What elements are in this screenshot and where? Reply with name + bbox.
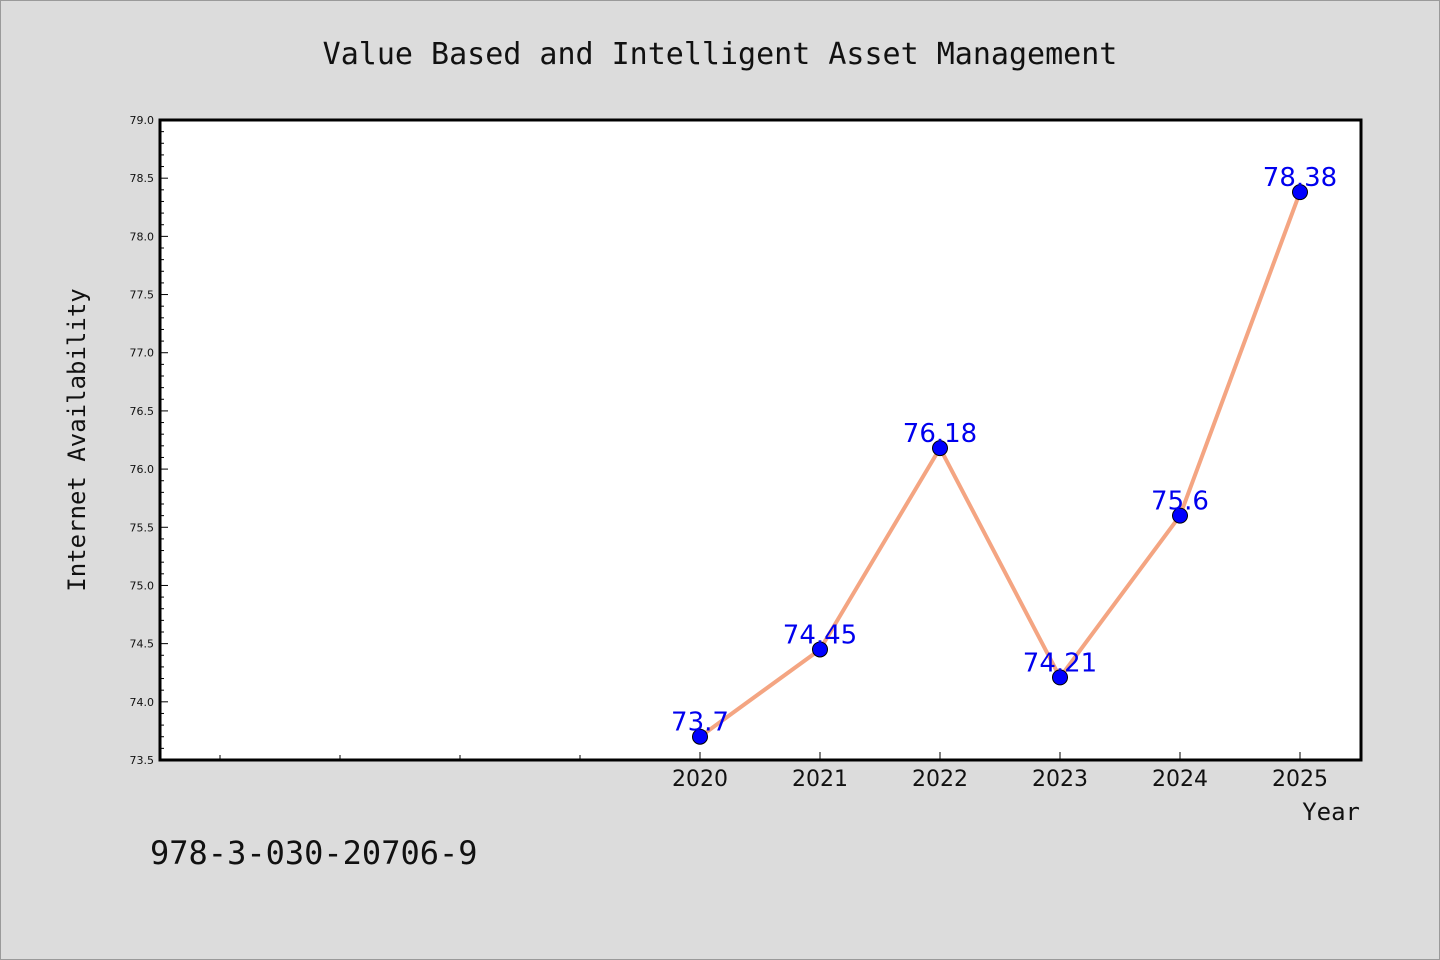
data-label: 74.45 <box>783 620 857 650</box>
x-tick-label: 2020 <box>672 767 728 792</box>
data-point <box>1292 184 1308 201</box>
y-tick-label: 73.5 <box>130 754 155 767</box>
y-axis-label: Internet Availability <box>63 288 91 591</box>
data-label: 78.38 <box>1263 163 1337 193</box>
isbn-text: 978-3-030-20706-9 <box>150 834 478 872</box>
x-tick-label: 2025 <box>1272 767 1328 792</box>
y-tick-label: 76.0 <box>130 463 155 476</box>
x-axis-label: Year <box>1302 798 1360 826</box>
data-point <box>1052 669 1068 686</box>
x-tick-label: 2024 <box>1152 767 1208 792</box>
x-tick-label: 2022 <box>912 767 968 792</box>
y-tick-label: 79.0 <box>130 114 155 127</box>
plot-area <box>158 118 1363 762</box>
x-tick-label: 2023 <box>1032 767 1088 792</box>
y-tick-label: 75.5 <box>130 521 155 534</box>
data-label: 76.18 <box>903 419 977 449</box>
y-tick-label: 78.5 <box>130 172 155 185</box>
y-axis: 73.5 74.0 74.5 75.0 75.5 76.0 76.5 77.0 77.5 78.0… <box>130 114 168 767</box>
data-point <box>932 440 948 457</box>
y-tick-label: 74.5 <box>130 638 155 651</box>
data-point <box>812 641 828 658</box>
data-label: 75.6 <box>1151 487 1209 517</box>
y-tick-label: 74.0 <box>130 696 155 709</box>
x-axis: 2020 2021 2022 2023 2024 2025 <box>219 752 1328 792</box>
y-tick-label: 77.5 <box>130 289 155 302</box>
data-label: 73.7 <box>671 708 729 738</box>
y-tick-label: 75.0 <box>130 579 155 592</box>
x-tick-label: 2021 <box>792 767 848 792</box>
y-tick-label: 78.0 <box>130 230 155 243</box>
data-point <box>692 728 708 745</box>
chart-title: Value Based and Intelligent Asset Manage… <box>323 37 1118 72</box>
series-line <box>698 191 1302 739</box>
data-label: 74.21 <box>1023 648 1097 678</box>
data-point <box>1172 507 1188 524</box>
y-tick-label: 76.5 <box>130 405 155 418</box>
y-tick-label: 77.0 <box>130 347 155 360</box>
series-line-group: 73.7 74.45 76.18 74.21 75.6 78.38 <box>671 163 1337 745</box>
